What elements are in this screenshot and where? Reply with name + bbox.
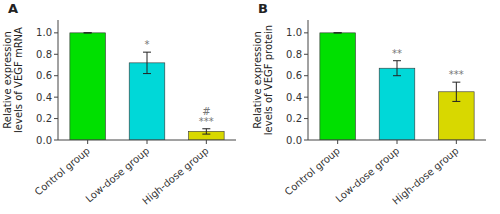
y-tick: [304, 75, 308, 76]
y-tick: [304, 118, 308, 119]
y-axis-line: [58, 20, 59, 140]
y-axis-label: Relative expressionlevels of VEGF protei…: [252, 25, 274, 135]
annotation: *: [145, 39, 150, 50]
y-tick-label: 1.0: [36, 27, 52, 38]
error-bar: [452, 82, 460, 101]
panel: B 0.0 0.2 0.4 0.6 0.8 1.0 Relative expressionle…: [252, 1, 487, 207]
y-tick-label: 0.8: [286, 49, 302, 60]
y-tick: [54, 97, 58, 98]
bars: [70, 33, 224, 140]
x-tick: [337, 140, 338, 144]
y-tick-label: 1.0: [286, 27, 302, 38]
x-tick-label: Control group: [283, 145, 342, 197]
y-tick-label: 0.6: [36, 70, 52, 81]
annotation: #***: [199, 106, 214, 127]
error-bar: [143, 52, 151, 73]
annotation: **: [392, 48, 402, 59]
y-tick-label: 0.2: [36, 113, 52, 124]
y-tick-label: 0.0: [36, 135, 52, 146]
y-tick: [54, 118, 58, 119]
y-tick-label: 0.4: [36, 92, 52, 103]
y-tick: [304, 32, 308, 33]
y-tick: [54, 140, 58, 141]
bar: [70, 33, 106, 140]
x-tick-label: High-dose group: [140, 145, 210, 207]
x-tick: [87, 140, 88, 144]
y-tick: [304, 54, 308, 55]
error-bar: [334, 32, 342, 33]
chart-root: A 0.0 0.2 0.4 0.6 0.8 1.0 Relative expressionle…: [0, 0, 500, 214]
x-tick-label: Control group: [33, 145, 92, 197]
y-tick: [304, 140, 308, 141]
y-axis-label: Relative expressionlevels of VEGF mRNA: [2, 27, 24, 133]
y-tick: [54, 75, 58, 76]
panel-title: A: [8, 1, 18, 16]
y-axis-line: [308, 20, 309, 140]
annotation: ***: [449, 69, 464, 80]
error-bar: [393, 61, 401, 76]
y-tick-label: 0.8: [36, 49, 52, 60]
x-tick: [397, 140, 398, 144]
bars: [320, 33, 474, 140]
panel: A 0.0 0.2 0.4 0.6 0.8 1.0 Relative expressionle…: [2, 1, 237, 207]
y-tick-label: 0.6: [286, 70, 302, 81]
y-tick: [304, 97, 308, 98]
x-tick-label: Low-dose group: [83, 145, 151, 204]
y-tick-label: 0.4: [286, 92, 302, 103]
bar: [379, 68, 415, 140]
error-bar: [202, 129, 210, 134]
x-tick-label: High-dose group: [390, 145, 460, 207]
x-tick: [456, 140, 457, 144]
x-tick-label: Low-dose group: [333, 145, 401, 204]
bar: [129, 63, 165, 140]
panel-title: B: [258, 1, 268, 16]
error-bar: [84, 32, 92, 33]
bar: [320, 33, 356, 140]
x-tick: [147, 140, 148, 144]
y-tick: [54, 54, 58, 55]
y-tick-label: 0.2: [286, 113, 302, 124]
y-tick-label: 0.0: [286, 135, 302, 146]
x-tick: [206, 140, 207, 144]
y-tick: [54, 32, 58, 33]
